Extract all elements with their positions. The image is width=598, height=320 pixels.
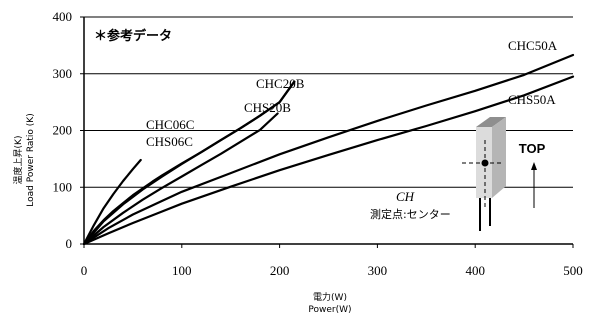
series-line-chs20b	[82, 112, 279, 246]
series-lines	[82, 53, 575, 246]
y-tick-label: 100	[53, 179, 73, 194]
series-line-chc50a	[82, 53, 575, 246]
series-labels: CHS06C CHC06C CHC20B CHS20B CHC50A CHS50A	[146, 38, 558, 149]
series-label-chs50a: CHS50A	[508, 92, 556, 107]
axes	[80, 16, 574, 248]
y-tick-label: 0	[66, 236, 73, 251]
series-line-chs06c	[82, 158, 142, 246]
x-tick-labels: 0 100 200 300 400 500	[81, 263, 583, 278]
y-axis-title: 温度上昇(K) Load Power Ratio (K)	[12, 113, 36, 206]
top-arrow-head-icon	[531, 162, 537, 170]
x-tick-label: 100	[172, 263, 192, 278]
measuring-point-label: 測定点:センター	[370, 207, 451, 221]
series-label-chc20b: CHC20B	[256, 76, 305, 91]
resistor-illustration: TOP CH 測定点:センター	[370, 117, 546, 231]
x-axis-title-en: Power(W)	[308, 305, 351, 315]
x-axis-title-jp: 電力(W)	[313, 291, 347, 303]
ch-label: CH	[396, 189, 415, 204]
resistor-top-face	[476, 117, 506, 127]
y-tick-labels: 0 100 200 300 400	[53, 9, 73, 251]
resistor-side-face	[492, 117, 506, 198]
y-axis-title-en: Load Power Ratio (K)	[26, 113, 36, 206]
x-tick-label: 400	[465, 263, 485, 278]
series-line-chs50a	[82, 75, 575, 246]
measuring-point-dot	[481, 159, 489, 167]
x-tick-label: 500	[563, 263, 583, 278]
y-tick-label: 200	[53, 123, 73, 138]
y-axis-title-jp: 温度上昇(K)	[12, 136, 24, 185]
x-tick-label: 0	[81, 263, 88, 278]
series-label-chs06c: CHS06C	[146, 134, 193, 149]
series-line-chc20b	[82, 80, 296, 246]
y-tick-label: 300	[53, 66, 73, 81]
x-tick-label: 300	[368, 263, 388, 278]
top-label: TOP	[519, 141, 546, 156]
series-label-chc06c: CHC06C	[146, 117, 194, 132]
series-label-chc50a: CHC50A	[508, 38, 558, 53]
reference-note: ＊参考データ	[94, 28, 172, 44]
series-label-chs20b: CHS20B	[244, 100, 291, 115]
y-tick-label: 400	[53, 9, 73, 24]
x-tick-label: 200	[270, 263, 290, 278]
